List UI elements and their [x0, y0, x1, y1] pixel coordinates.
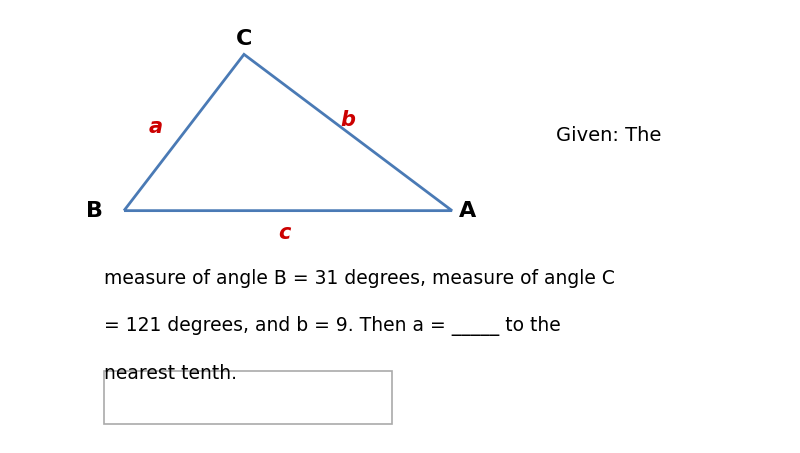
- Text: Given: The: Given: The: [556, 126, 662, 145]
- Text: c: c: [278, 223, 290, 243]
- Text: b: b: [341, 110, 355, 130]
- Text: nearest tenth.: nearest tenth.: [104, 364, 237, 383]
- Bar: [104, 371, 392, 424]
- Text: measure of angle B = 31 degrees, measure of angle C: measure of angle B = 31 degrees, measure…: [104, 269, 615, 288]
- Text: C: C: [236, 29, 252, 48]
- Text: A: A: [459, 201, 477, 221]
- Text: a: a: [149, 117, 163, 137]
- Text: = 121 degrees, and b = 9. Then a = _____ to the: = 121 degrees, and b = 9. Then a = _____…: [104, 316, 561, 336]
- Text: B: B: [86, 201, 103, 221]
